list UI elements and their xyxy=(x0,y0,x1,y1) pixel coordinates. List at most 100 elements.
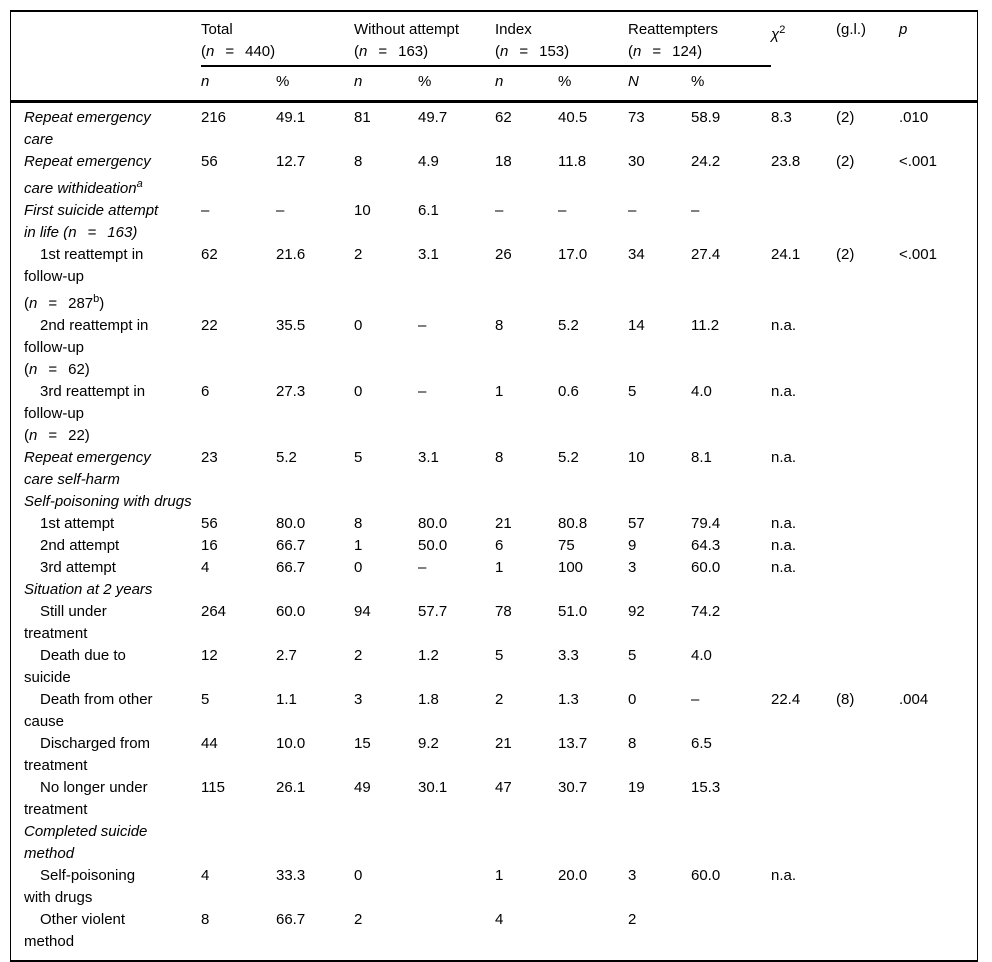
cell-gl: (8) xyxy=(836,691,855,708)
cell-gl xyxy=(836,645,899,689)
cell-index-n xyxy=(495,579,558,601)
cell-gl xyxy=(836,601,899,645)
row-label-line: Other violent xyxy=(40,911,126,928)
cell-index-pct: 40.5 xyxy=(558,109,588,126)
cell-p xyxy=(899,601,977,645)
cell-without-n: 0 xyxy=(354,383,363,400)
cell-index-pct: 5.2 xyxy=(558,317,579,334)
row-label: Still under treatment xyxy=(11,601,201,645)
cell-total-pct: 66.7 xyxy=(276,911,306,928)
group-header-without-attempt: Without attempt (n = 163) xyxy=(354,19,495,63)
table-row: Repeat emergency care self-harm 23 5.2 5 3.1 8… xyxy=(11,447,977,491)
cell-gl xyxy=(836,535,899,557)
row-label-line: Situation at 2 years xyxy=(24,581,153,598)
cell-without-pct: 50.0 xyxy=(418,537,448,554)
subheader-without-pct: % xyxy=(418,73,432,90)
cell-gl xyxy=(836,909,899,953)
cell-total-n: 6 xyxy=(201,383,210,400)
table-row: 3rd attempt 4 66.7 0 – 1 100 3 60.0 n.a. xyxy=(11,557,977,579)
row-label-line: Death due to xyxy=(40,647,126,664)
row-label: Repeat emergency care xyxy=(11,107,201,151)
cell-without-pct: 80.0 xyxy=(418,515,448,532)
row-label: Self-poisoning with drugs xyxy=(11,865,201,909)
cell-total-pct xyxy=(276,579,354,601)
cell-total-pct: 66.7 xyxy=(276,559,306,576)
cell-reattempters-n: 57 xyxy=(628,515,645,532)
subheader-without-n: n xyxy=(354,73,363,90)
cell-without-pct xyxy=(418,865,495,909)
table-row: Repeat emergency care withideationa 56 12.7… xyxy=(11,151,977,200)
row-label-line: with drugs xyxy=(24,889,93,906)
cell-without-n xyxy=(354,491,418,513)
cell-reattempters-pct: 11.2 xyxy=(691,317,720,334)
cell-p xyxy=(899,200,977,244)
row-label: 1st reattempt in follow-up (n = 287b) xyxy=(11,244,201,315)
cell-total-pct: 27.3 xyxy=(276,383,306,400)
cell-gl xyxy=(836,733,899,777)
table-row: No longer under treatment 115 26.1 49 30.1 47 3… xyxy=(11,777,977,821)
cell-without-n xyxy=(354,821,418,865)
cell-without-pct: 57.7 xyxy=(418,603,448,620)
cell-p: .010 xyxy=(899,109,929,126)
cell-p xyxy=(899,381,977,447)
cell-index-pct: 3.3 xyxy=(558,647,579,664)
subheader-empty xyxy=(11,66,201,100)
cell-reattempters-pct: 15.3 xyxy=(691,779,721,796)
cell-index-pct: 13.7 xyxy=(558,735,588,752)
row-label: Death from other cause xyxy=(11,689,201,733)
cell-total-pct: 2.7 xyxy=(276,647,297,664)
row-label-line: follow-up xyxy=(24,339,85,356)
cell-chi2 xyxy=(771,200,836,244)
cell-reattempters-n: 14 xyxy=(628,317,645,334)
row-label-line: cause xyxy=(24,713,65,730)
cell-index-n: 47 xyxy=(495,779,512,796)
cell-total-pct xyxy=(276,491,354,513)
row-label-line: method xyxy=(24,933,75,950)
row-label: Situation at 2 years xyxy=(11,579,201,601)
cell-reattempters-pct: 8.1 xyxy=(691,449,712,466)
cell-chi2: 8.3 xyxy=(771,109,792,126)
cell-reattempters-n: 3 xyxy=(628,559,637,576)
table-row: 2nd reattempt in follow-up (n = 62) 22 35.5 0 – 8… xyxy=(11,315,977,381)
row-label: Completed suicide method xyxy=(11,821,201,865)
cell-index-n: 2 xyxy=(495,691,504,708)
row-label: 3rd attempt xyxy=(11,557,201,579)
cell-total-pct: 80.0 xyxy=(276,515,306,532)
cell-reattempters-n: 9 xyxy=(628,537,637,554)
cell-without-pct: 6.1 xyxy=(418,202,439,219)
cell-without-pct: 1.2 xyxy=(418,647,439,664)
cell-gl xyxy=(836,447,899,491)
cell-index-pct: 17.0 xyxy=(558,246,588,263)
cell-total-n: 5 xyxy=(201,691,210,708)
cell-chi2 xyxy=(771,601,836,645)
row-label-line: treatment xyxy=(24,625,88,642)
cell-without-pct: – xyxy=(418,383,427,400)
cell-without-pct: – xyxy=(418,559,427,576)
row-label-line: (n = 62) xyxy=(24,361,90,378)
cell-without-pct xyxy=(418,579,495,601)
subheader-index-n: n xyxy=(495,73,504,90)
cell-reattempters-n xyxy=(628,579,691,601)
cell-index-n: 6 xyxy=(495,537,504,554)
row-label-line: Discharged from xyxy=(40,735,151,752)
cell-total-n: 16 xyxy=(201,537,218,554)
row-label-line: 3rd attempt xyxy=(40,559,116,576)
cell-total-n: 264 xyxy=(201,603,227,620)
cell-without-n: 15 xyxy=(354,735,371,752)
cell-index-n: 4 xyxy=(495,911,504,928)
cell-total-pct: – xyxy=(276,202,285,219)
cell-reattempters-n: 10 xyxy=(628,449,645,466)
cell-without-n: 49 xyxy=(354,779,371,796)
row-label-line: treatment xyxy=(24,801,88,818)
table-row: Death from other cause 5 1.1 3 1.8 2 1.3 0 – 22.4 (… xyxy=(11,689,977,733)
cell-reattempters-pct: 60.0 xyxy=(691,867,721,884)
cell-without-n: 1 xyxy=(354,537,363,554)
cell-total-n: 62 xyxy=(201,246,218,263)
row-label-line: Repeat emergency xyxy=(24,109,151,126)
cell-reattempters-n: 3 xyxy=(628,867,637,884)
cell-index-pct xyxy=(558,909,628,953)
cell-p: <.001 xyxy=(899,153,937,170)
cell-index-n xyxy=(495,821,558,865)
cell-index-pct: 1.3 xyxy=(558,691,579,708)
cell-reattempters-pct: – xyxy=(691,691,700,708)
